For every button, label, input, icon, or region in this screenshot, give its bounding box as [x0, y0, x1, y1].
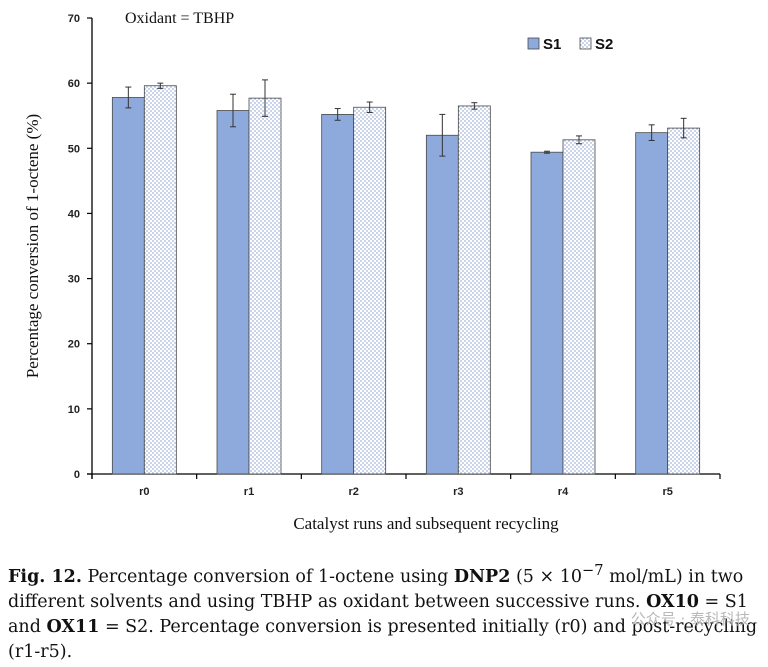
caption-text-3: mol/mL) in two different solvents and us… — [8, 566, 744, 612]
legend-swatch-s1 — [527, 37, 540, 50]
caption-exponent: −7 — [581, 562, 604, 579]
x-tick-label: r2 — [348, 486, 358, 498]
y-tick-label: 20 — [68, 339, 80, 351]
chart-annotation: Oxidant = TBHP — [125, 10, 234, 27]
chart-svg: 0 10 20 30 40 50 60 70 r0 r1 r2 r3 r4 r5 Oxidant = TBH… — [23, 10, 721, 533]
y-tick-label: 60 — [68, 78, 80, 90]
y-tick-label: 70 — [68, 13, 80, 25]
bar-s1-r2 — [321, 114, 355, 475]
bar-s1-r4 — [530, 151, 564, 475]
x-tick-label: r3 — [453, 486, 463, 498]
bar-s2-r0 — [143, 85, 177, 475]
y-tick-label: 0 — [74, 469, 80, 481]
caption-ox10: OX10 — [646, 591, 699, 612]
y-tick-label: 50 — [68, 143, 80, 155]
bar-s2-r2 — [353, 106, 387, 475]
y-tick-label: 10 — [68, 404, 80, 416]
bar-s2-r3 — [457, 105, 491, 475]
bar-s2-r4 — [562, 139, 596, 475]
watermark: 公众号 · 泰科科技 — [630, 610, 750, 628]
x-tick-label: r4 — [558, 486, 569, 498]
legend-swatch-s2 — [579, 37, 592, 50]
legend-label-s1: S1 — [543, 36, 561, 53]
caption-text-5: = S2. Percentage conversion is presented… — [8, 616, 758, 662]
y-tick-label: 40 — [68, 208, 80, 220]
x-tick-label: r5 — [662, 486, 672, 498]
bar-s1-r3 — [425, 134, 459, 475]
x-tick-label: r1 — [244, 486, 254, 498]
caption-text-4: = S1 and — [8, 591, 748, 637]
caption-ox11: OX11 — [46, 616, 100, 637]
bar-s1-r0 — [111, 97, 145, 475]
caption-compound: DNP2 — [453, 566, 511, 587]
x-axis-label: Catalyst runs and subsequent recycling — [293, 514, 559, 533]
bar-s1-r5 — [635, 132, 669, 475]
legend-label-s2: S2 — [595, 36, 613, 53]
caption-text-2: (5 × 10 — [515, 566, 582, 587]
y-axis-label: Percentage conversion of 1-octene (%) — [23, 114, 42, 378]
figure-caption: Fig. 12. Percentage conversion of 1-octe… — [8, 558, 758, 665]
bar-s2-r5 — [667, 127, 701, 475]
y-tick-label: 30 — [68, 274, 80, 286]
caption-text-1: Percentage conversion of 1-octene using — [87, 566, 449, 587]
bar-chart: 0 10 20 30 40 50 60 70 r0 r1 r2 r3 r4 r5 Oxidant = TBH… — [23, 10, 721, 533]
bar-s1-r1 — [216, 110, 250, 475]
x-tick-label: r0 — [139, 486, 149, 498]
bar-s2-r1 — [248, 97, 282, 475]
caption-fig-label: Fig. 12. — [8, 566, 82, 587]
